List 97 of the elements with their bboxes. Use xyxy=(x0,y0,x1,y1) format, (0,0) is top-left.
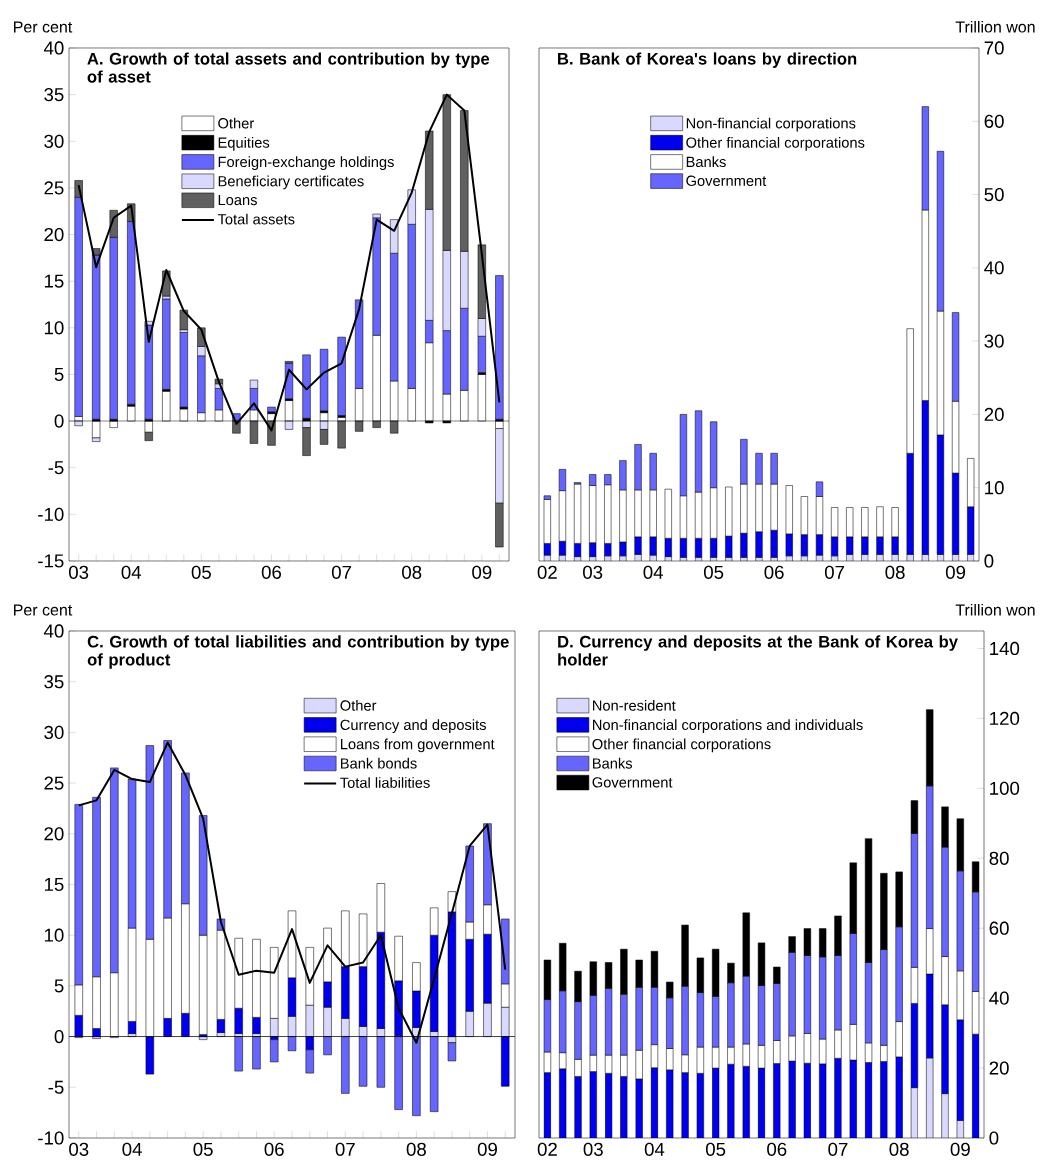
y-tick-label: 10 xyxy=(985,481,1004,495)
y-tick-label: 120 xyxy=(990,711,1020,726)
y-tick-label: 30 xyxy=(44,134,64,148)
y-tick-label: -15 xyxy=(38,554,64,568)
x-tick-label: 09 xyxy=(945,565,966,579)
legend-label: Total assets xyxy=(217,213,295,225)
legend-label: Other financial corporations xyxy=(592,738,771,753)
y-axis-title: Per cent xyxy=(14,21,73,33)
y-tick-label: 30 xyxy=(44,725,64,740)
legend-label: Non-financial corporations and individuals xyxy=(593,719,863,733)
y-tick-label: 10 xyxy=(44,321,64,335)
legend-label: Equities xyxy=(218,137,270,151)
x-tick-label: 06 xyxy=(764,565,784,579)
x-tick-label: 04 xyxy=(643,565,663,579)
y-tick-label: 60 xyxy=(989,921,1009,935)
y-tick-label: 50 xyxy=(984,187,1004,202)
x-tick-label: 07 xyxy=(335,1142,355,1156)
y-tick-label: 15 xyxy=(44,877,64,892)
x-tick-label: 08 xyxy=(889,1142,909,1156)
legend-label: Government xyxy=(592,777,673,788)
y-tick-label: 25 xyxy=(44,776,64,790)
legend-label: Beneficiary certificates xyxy=(218,175,364,190)
y-tick-label: 5 xyxy=(54,367,64,381)
y-axis-title: Per cent xyxy=(14,604,73,616)
y-axis-title: Trillion won xyxy=(955,20,1035,33)
y-tick-label: 40 xyxy=(989,991,1009,1005)
text: C. Growth of total liabilities and contribution by type of product xyxy=(87,635,509,669)
x-tick-label: 06 xyxy=(261,565,282,579)
x-tick-label: 06 xyxy=(264,1142,284,1156)
y-tick-label: 40 xyxy=(984,261,1004,275)
legend-label: Non-financial corporations xyxy=(686,117,856,132)
legend-label: Banks xyxy=(593,757,633,769)
x-tick-label: 04 xyxy=(121,565,142,579)
y-tick-label: 70 xyxy=(984,41,1004,55)
y-tick-label: 140 xyxy=(990,641,1020,656)
y-tick-label: 20 xyxy=(984,407,1004,422)
x-tick-label: 08 xyxy=(885,565,905,579)
legend-label: Foreign-exchange holdings xyxy=(218,156,394,170)
y-tick-label: 30 xyxy=(984,334,1004,348)
legend-label: Currency and deposits xyxy=(340,719,486,733)
y-tick-label: 25 xyxy=(44,181,64,195)
y-tick-label: 10 xyxy=(44,928,64,942)
y-tick-label: 0 xyxy=(54,1029,64,1044)
x-tick-label: 04 xyxy=(644,1142,665,1156)
y-tick-label: 20 xyxy=(44,227,64,242)
y-tick-label: 20 xyxy=(44,827,64,841)
y-tick-label: 40 xyxy=(43,624,64,638)
legend-label: Bank bonds xyxy=(341,757,417,769)
text: D. Currency and deposits at the Bank of Korea by holder xyxy=(558,635,958,666)
x-tick-label: 03 xyxy=(69,1142,89,1156)
x-tick-label: 05 xyxy=(193,1142,213,1156)
y-tick-label: -10 xyxy=(38,1131,64,1145)
x-tick-label: 07 xyxy=(331,565,352,579)
x-tick-label: 09 xyxy=(472,565,492,579)
x-tick-label: 03 xyxy=(583,565,603,579)
x-tick-label: 09 xyxy=(477,1142,497,1156)
x-tick-label: 06 xyxy=(767,1142,787,1156)
y-tick-label: 35 xyxy=(44,675,64,689)
chart-title: B. Bank of Korea's loans by direction xyxy=(558,52,857,68)
y-tick-label: 35 xyxy=(44,88,64,102)
y-tick-label: 5 xyxy=(54,979,64,993)
y-tick-label: 0 xyxy=(984,554,994,568)
x-tick-label: 03 xyxy=(68,565,89,579)
legend-label: Loans xyxy=(218,194,257,206)
y-tick-label: 60 xyxy=(984,114,1004,128)
y-axis-title: Trillion won xyxy=(955,603,1035,616)
legend-label: Other financial corporations xyxy=(686,137,865,151)
x-tick-label: 05 xyxy=(705,1142,726,1156)
legend-label: Total liabilities xyxy=(340,777,430,788)
y-tick-label: 15 xyxy=(44,274,64,288)
x-tick-label: 05 xyxy=(704,565,724,579)
legend-label: Banks xyxy=(686,156,726,168)
legend-label: Other xyxy=(340,699,377,711)
x-tick-label: 07 xyxy=(824,565,845,579)
y-tick-label: 100 xyxy=(990,781,1020,795)
x-tick-label: 05 xyxy=(191,565,211,579)
text: A. Growth of total assets and contribution by type of asset xyxy=(87,52,490,83)
x-tick-label: 02 xyxy=(537,565,557,579)
y-tick-label: -5 xyxy=(48,461,64,475)
legend-label: Other xyxy=(218,117,254,129)
x-tick-label: 08 xyxy=(402,565,422,579)
y-tick-label: 0 xyxy=(54,414,64,428)
legend-label: Loans from government xyxy=(341,738,495,753)
x-tick-label: 03 xyxy=(583,1142,603,1156)
y-tick-label: 20 xyxy=(989,1061,1009,1075)
y-tick-label: 80 xyxy=(989,851,1009,865)
y-tick-label: 0 xyxy=(989,1131,999,1145)
x-tick-label: 02 xyxy=(537,1142,557,1156)
y-tick-label: -10 xyxy=(38,507,64,521)
x-tick-label: 04 xyxy=(122,1142,142,1156)
y-tick-label: -5 xyxy=(48,1080,64,1094)
legend-label: Non-resident xyxy=(593,699,676,711)
y-tick-label: 40 xyxy=(43,41,64,55)
x-tick-label: 08 xyxy=(406,1142,426,1156)
x-tick-label: 07 xyxy=(828,1142,848,1156)
legend-label: Government xyxy=(686,175,767,186)
x-tick-label: 09 xyxy=(950,1142,970,1156)
